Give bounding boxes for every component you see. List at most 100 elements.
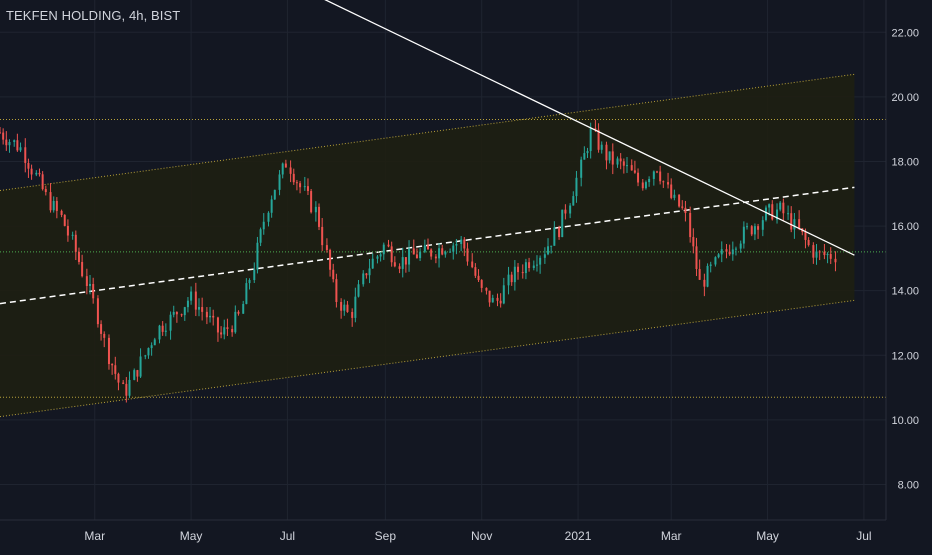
candle-body bbox=[728, 251, 731, 255]
candle-body bbox=[354, 296, 357, 318]
candle-body bbox=[434, 256, 437, 259]
candle-body bbox=[150, 345, 153, 349]
candle-body bbox=[158, 325, 161, 340]
candle-body bbox=[281, 163, 284, 175]
candle-body bbox=[521, 272, 524, 274]
candle-body bbox=[321, 226, 324, 246]
candle-body bbox=[834, 258, 837, 263]
candle-body bbox=[183, 307, 186, 316]
candle-body bbox=[667, 182, 670, 185]
candle-body bbox=[100, 324, 103, 334]
candle-body bbox=[535, 264, 538, 266]
candle-body bbox=[670, 184, 673, 198]
candle-body bbox=[782, 202, 785, 214]
candle-body bbox=[89, 283, 92, 286]
candle-body bbox=[725, 249, 728, 252]
candle-body bbox=[589, 128, 592, 152]
candle-body bbox=[619, 158, 622, 162]
candle-body bbox=[455, 243, 458, 246]
candle-body bbox=[644, 182, 647, 189]
candle-body bbox=[757, 226, 760, 230]
candle-body bbox=[449, 251, 452, 253]
candle-body bbox=[393, 262, 396, 267]
candle-body bbox=[92, 283, 95, 299]
candle-body bbox=[24, 147, 27, 163]
candle-body bbox=[128, 379, 131, 396]
x-tick-label: May bbox=[756, 529, 779, 543]
candle-body bbox=[74, 234, 77, 252]
candle-body bbox=[38, 172, 41, 175]
candle-body bbox=[52, 200, 55, 211]
candle-body bbox=[103, 333, 106, 338]
candle-body bbox=[161, 325, 164, 332]
candle-body bbox=[692, 237, 695, 247]
candle-body bbox=[19, 147, 22, 151]
x-tick-label: Mar bbox=[661, 529, 682, 543]
candle-body bbox=[346, 304, 349, 312]
price-axis[interactable]: 8.00 10.00 12.00 14.00 16.00 18.00 20.00 22.00 bbox=[891, 27, 919, 491]
candle-body bbox=[237, 311, 240, 314]
candle-body bbox=[499, 300, 502, 304]
candle-body bbox=[295, 182, 298, 184]
candle-body bbox=[382, 244, 385, 255]
y-tick-label: 14.00 bbox=[891, 286, 919, 298]
x-tick-label: Nov bbox=[471, 529, 492, 543]
candle-body bbox=[652, 171, 655, 179]
candle-body bbox=[441, 248, 444, 255]
candle-body bbox=[502, 285, 505, 304]
candle-body bbox=[96, 298, 99, 325]
candle-body bbox=[153, 339, 156, 346]
candle-body bbox=[695, 246, 698, 270]
descending-trendline[interactable] bbox=[319, 0, 855, 256]
y-tick-label: 10.00 bbox=[891, 415, 919, 427]
candle-body bbox=[561, 209, 564, 238]
candle-body bbox=[569, 205, 572, 214]
candle-body bbox=[818, 251, 821, 253]
candle-body bbox=[248, 280, 251, 284]
candlestick-series bbox=[0, 119, 837, 403]
candle-body bbox=[776, 209, 779, 220]
x-tick-label: 2021 bbox=[565, 529, 592, 543]
candle-body bbox=[270, 199, 273, 213]
candle-body bbox=[662, 181, 665, 183]
candle-body bbox=[474, 267, 477, 276]
candle-body bbox=[41, 174, 44, 190]
candle-body bbox=[586, 151, 589, 154]
candle-body bbox=[107, 337, 110, 365]
candle-body bbox=[197, 307, 200, 310]
candle-body bbox=[703, 279, 706, 287]
candle-body bbox=[580, 159, 583, 178]
trendline[interactable] bbox=[319, 0, 855, 256]
candle-body bbox=[231, 328, 234, 333]
candle-body bbox=[630, 165, 633, 171]
candle-body bbox=[463, 239, 466, 249]
candle-body bbox=[256, 242, 259, 270]
candle-body bbox=[826, 253, 829, 256]
candle-body bbox=[829, 253, 832, 259]
time-axis[interactable]: Mar May Jul Sep Nov 2021 Mar May Jul bbox=[84, 529, 871, 543]
candle-body bbox=[16, 140, 19, 151]
candle-body bbox=[329, 250, 332, 270]
candle-body bbox=[764, 207, 767, 221]
candle-body bbox=[267, 212, 270, 222]
horizontal-levels[interactable] bbox=[0, 119, 886, 398]
candle-body bbox=[641, 182, 644, 189]
candle-body bbox=[368, 268, 371, 276]
candle-body bbox=[622, 161, 625, 166]
candle-body bbox=[408, 248, 411, 265]
candle-body bbox=[284, 163, 287, 168]
candle-body bbox=[553, 227, 556, 246]
candle-body bbox=[415, 254, 418, 259]
candle-body bbox=[194, 291, 197, 310]
candle-body bbox=[398, 266, 401, 269]
candle-body bbox=[684, 207, 687, 214]
candle-body bbox=[310, 191, 313, 213]
candle-body bbox=[444, 251, 447, 255]
candle-body bbox=[746, 226, 749, 228]
candle-body bbox=[804, 231, 807, 240]
candle-body bbox=[114, 365, 117, 374]
candle-body bbox=[85, 276, 88, 286]
candle-body bbox=[379, 254, 382, 257]
